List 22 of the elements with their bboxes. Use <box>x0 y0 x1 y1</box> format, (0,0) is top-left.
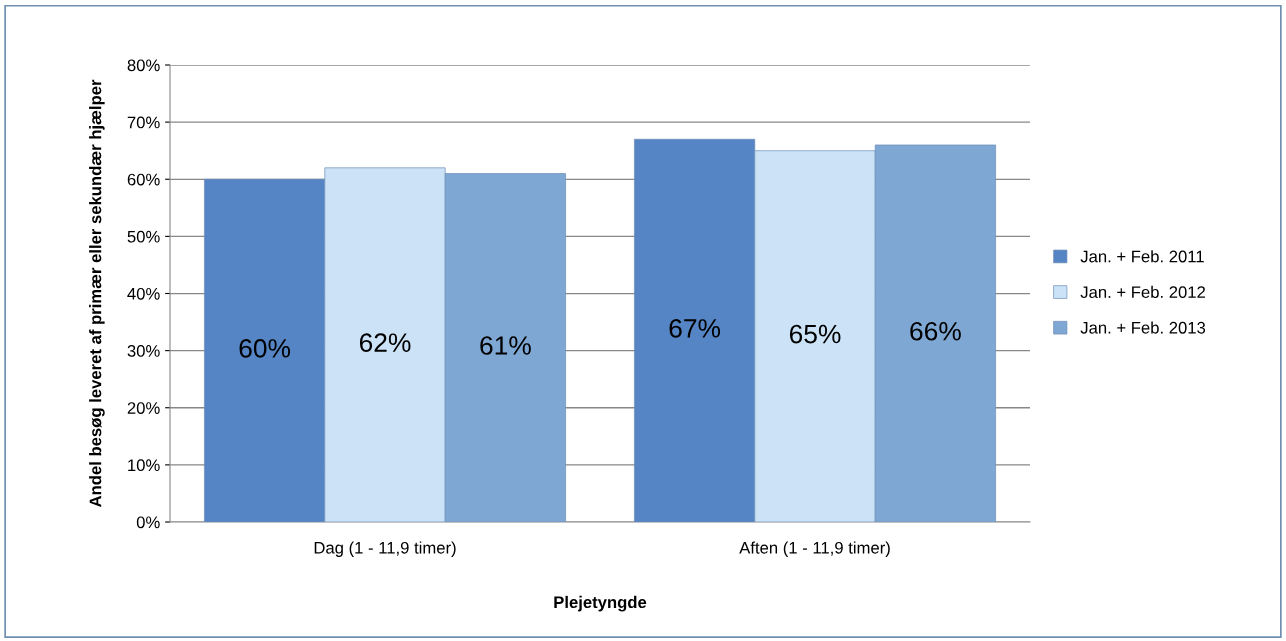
y-tick-label: 10% <box>128 459 160 472</box>
y-tick-label: 30% <box>127 345 160 357</box>
data-label: 66% <box>910 321 961 341</box>
x-tick-label: Dag (1 - 11,9 timer) <box>314 541 456 557</box>
y-tick-label: 40% <box>127 287 160 300</box>
data-label: 65% <box>789 324 841 344</box>
y-tick-label: 60% <box>127 173 160 186</box>
y-tick-label: 80% <box>127 59 160 72</box>
y-tick-label: 70% <box>127 116 160 129</box>
data-label: 61% <box>480 336 531 355</box>
legend-label: Jan. + Feb. 2012 <box>1080 285 1205 299</box>
x-axis-title: Plejetyngde <box>554 595 647 612</box>
data-label: 62% <box>359 333 411 352</box>
legend-label: Jan. + Feb. 2011 <box>1080 250 1204 263</box>
y-axis-title: Andel besøg leveret af primær eller sekundær hjælper <box>89 79 105 508</box>
y-tick-label: 0% <box>136 516 160 529</box>
x-tick-label: Aften (1 - 11,9 timer) <box>739 541 890 557</box>
data-label: 67% <box>669 319 721 338</box>
y-tick-label: 20% <box>127 402 160 414</box>
legend-label: Jan. + Feb. 2013 <box>1080 321 1206 334</box>
y-tick-label: 50% <box>127 230 160 243</box>
data-label: 60% <box>239 339 291 358</box>
